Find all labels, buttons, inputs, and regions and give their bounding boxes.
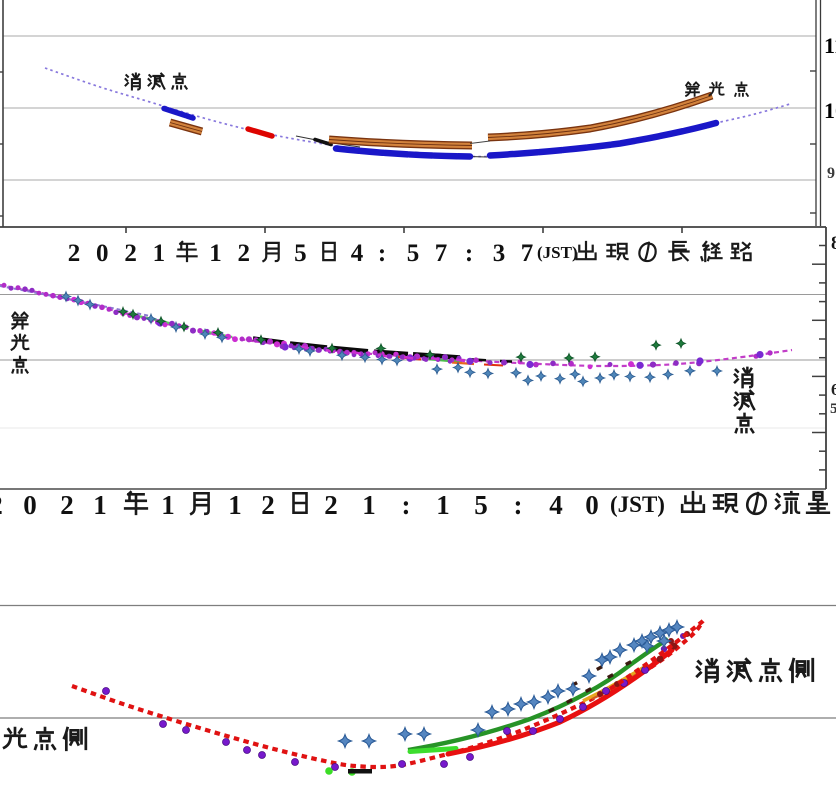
svg-text:2: 2 [261, 490, 275, 520]
svg-text:11: 11 [824, 33, 836, 58]
svg-text:2: 2 [124, 240, 137, 267]
svg-text:(JST): (JST) [610, 492, 665, 517]
svg-text:1: 1 [153, 240, 166, 267]
svg-text:4: 4 [549, 490, 563, 520]
svg-text:5: 5 [830, 401, 836, 417]
svg-text:1: 1 [93, 490, 107, 520]
svg-text::: : [514, 490, 523, 520]
svg-text:10: 10 [824, 98, 836, 123]
svg-text:0: 0 [585, 490, 599, 520]
svg-text:5: 5 [294, 240, 307, 267]
svg-text:1: 1 [436, 490, 450, 520]
svg-text:1: 1 [209, 240, 222, 267]
svg-text::: : [402, 490, 411, 520]
svg-text:1: 1 [228, 490, 242, 520]
svg-text:9: 9 [827, 165, 835, 182]
svg-text:8: 8 [831, 233, 836, 254]
svg-text:0: 0 [96, 240, 109, 267]
svg-text:(JST): (JST) [537, 243, 578, 262]
svg-text:7: 7 [435, 240, 448, 267]
svg-text:0: 0 [23, 490, 37, 520]
svg-text:7: 7 [521, 240, 534, 267]
svg-text:1: 1 [161, 490, 175, 520]
svg-text::: : [465, 240, 473, 267]
svg-text:2: 2 [60, 490, 74, 520]
svg-text:2: 2 [0, 490, 3, 520]
svg-text:1: 1 [362, 490, 376, 520]
svg-text:2: 2 [238, 240, 251, 267]
svg-text:2: 2 [324, 490, 338, 520]
svg-text:5: 5 [474, 490, 488, 520]
svg-text::: : [378, 240, 386, 267]
svg-text:2: 2 [68, 240, 81, 267]
svg-text:4: 4 [351, 240, 364, 267]
svg-text:3: 3 [493, 240, 506, 267]
svg-text:5: 5 [407, 240, 420, 267]
svg-text:6: 6 [831, 380, 836, 399]
